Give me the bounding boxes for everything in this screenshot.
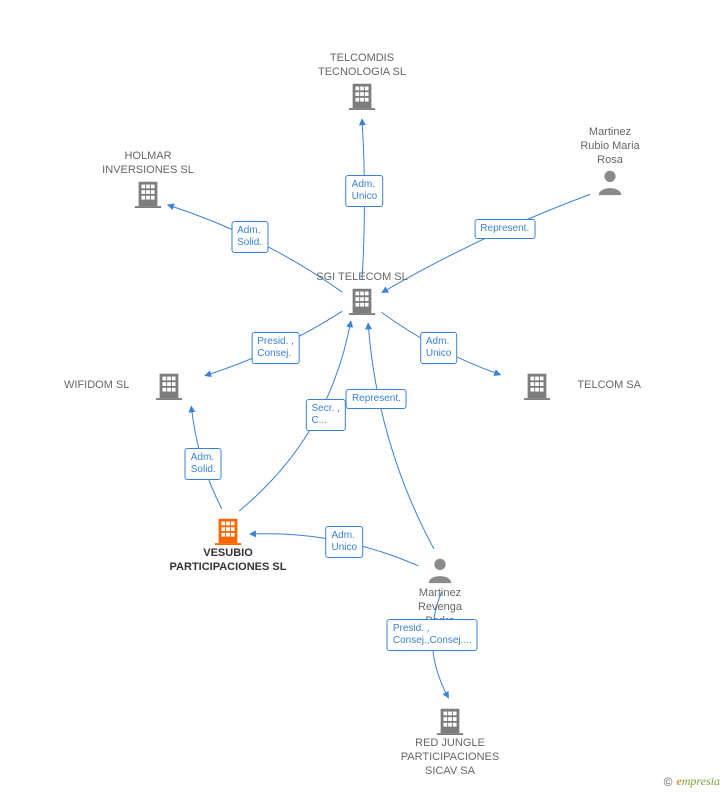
- edge-label[interactable]: Represent.: [474, 219, 535, 239]
- edge-label[interactable]: Adm. Solid.: [231, 221, 268, 253]
- diagram-canvas: TELCOMDISTECNOLOGIA SL HOLMARINVERSIONES…: [0, 0, 728, 795]
- node-vesubio[interactable]: VESUBIOPARTICIPACIONES SL: [148, 515, 308, 575]
- node-telcomdis[interactable]: TELCOMDISTECNOLOGIA SL: [292, 52, 432, 112]
- node-holmar[interactable]: HOLMARINVERSIONES SL: [78, 150, 218, 210]
- edge-label[interactable]: Adm. Solid.: [185, 448, 222, 480]
- node-label: WIFIDOM SL: [64, 379, 129, 393]
- node-label: VESUBIOPARTICIPACIONES SL: [170, 547, 287, 573]
- edge-label[interactable]: Adm. Unico: [346, 175, 384, 207]
- node-mrevenga[interactable]: MartinezRevengaPedro: [360, 555, 520, 628]
- node-redjungle[interactable]: RED JUNGLEPARTICIPACIONESSICAV SA: [370, 705, 530, 778]
- node-wifidom[interactable]: WIFIDOM SL: [64, 370, 204, 402]
- node-label: TELCOMDISTECNOLOGIA SL: [318, 52, 406, 78]
- building-icon: [522, 370, 552, 400]
- brand-rest: mpresia: [682, 774, 720, 788]
- node-label: TELCOM SA: [577, 379, 641, 393]
- footer-attribution: © empresia: [664, 774, 720, 789]
- building-icon: [347, 285, 377, 315]
- node-sgi[interactable]: SGI TELECOM SL: [292, 271, 432, 317]
- node-label: SGI TELECOM SL: [316, 271, 408, 283]
- edge-label[interactable]: Presid. , Consej.: [251, 332, 300, 364]
- node-label: RED JUNGLEPARTICIPACIONESSICAV SA: [401, 737, 499, 777]
- edge-label[interactable]: Represent.: [346, 389, 407, 409]
- node-label: HOLMARINVERSIONES SL: [102, 150, 194, 176]
- building-icon: [133, 178, 163, 208]
- edge-label[interactable]: Secr. , C...: [305, 399, 345, 431]
- person-icon: [425, 555, 455, 585]
- node-telcomsa[interactable]: TELCOM SA: [501, 370, 641, 402]
- node-mrubio[interactable]: MartinezRubio MariaRosa: [540, 126, 680, 199]
- building-icon: [213, 515, 243, 545]
- copyright-symbol: ©: [664, 775, 673, 789]
- node-label: MartinezRubio MariaRosa: [580, 126, 639, 166]
- brand-logo: empresia: [676, 774, 720, 789]
- building-icon: [435, 705, 465, 735]
- edge-label[interactable]: Adm. Unico: [325, 526, 363, 558]
- building-icon: [154, 370, 184, 400]
- person-icon: [595, 167, 625, 197]
- building-icon: [347, 80, 377, 110]
- edge-label[interactable]: Presid. , Consej.,Consej....: [387, 619, 478, 651]
- edge-label[interactable]: Adm. Unico: [420, 332, 458, 364]
